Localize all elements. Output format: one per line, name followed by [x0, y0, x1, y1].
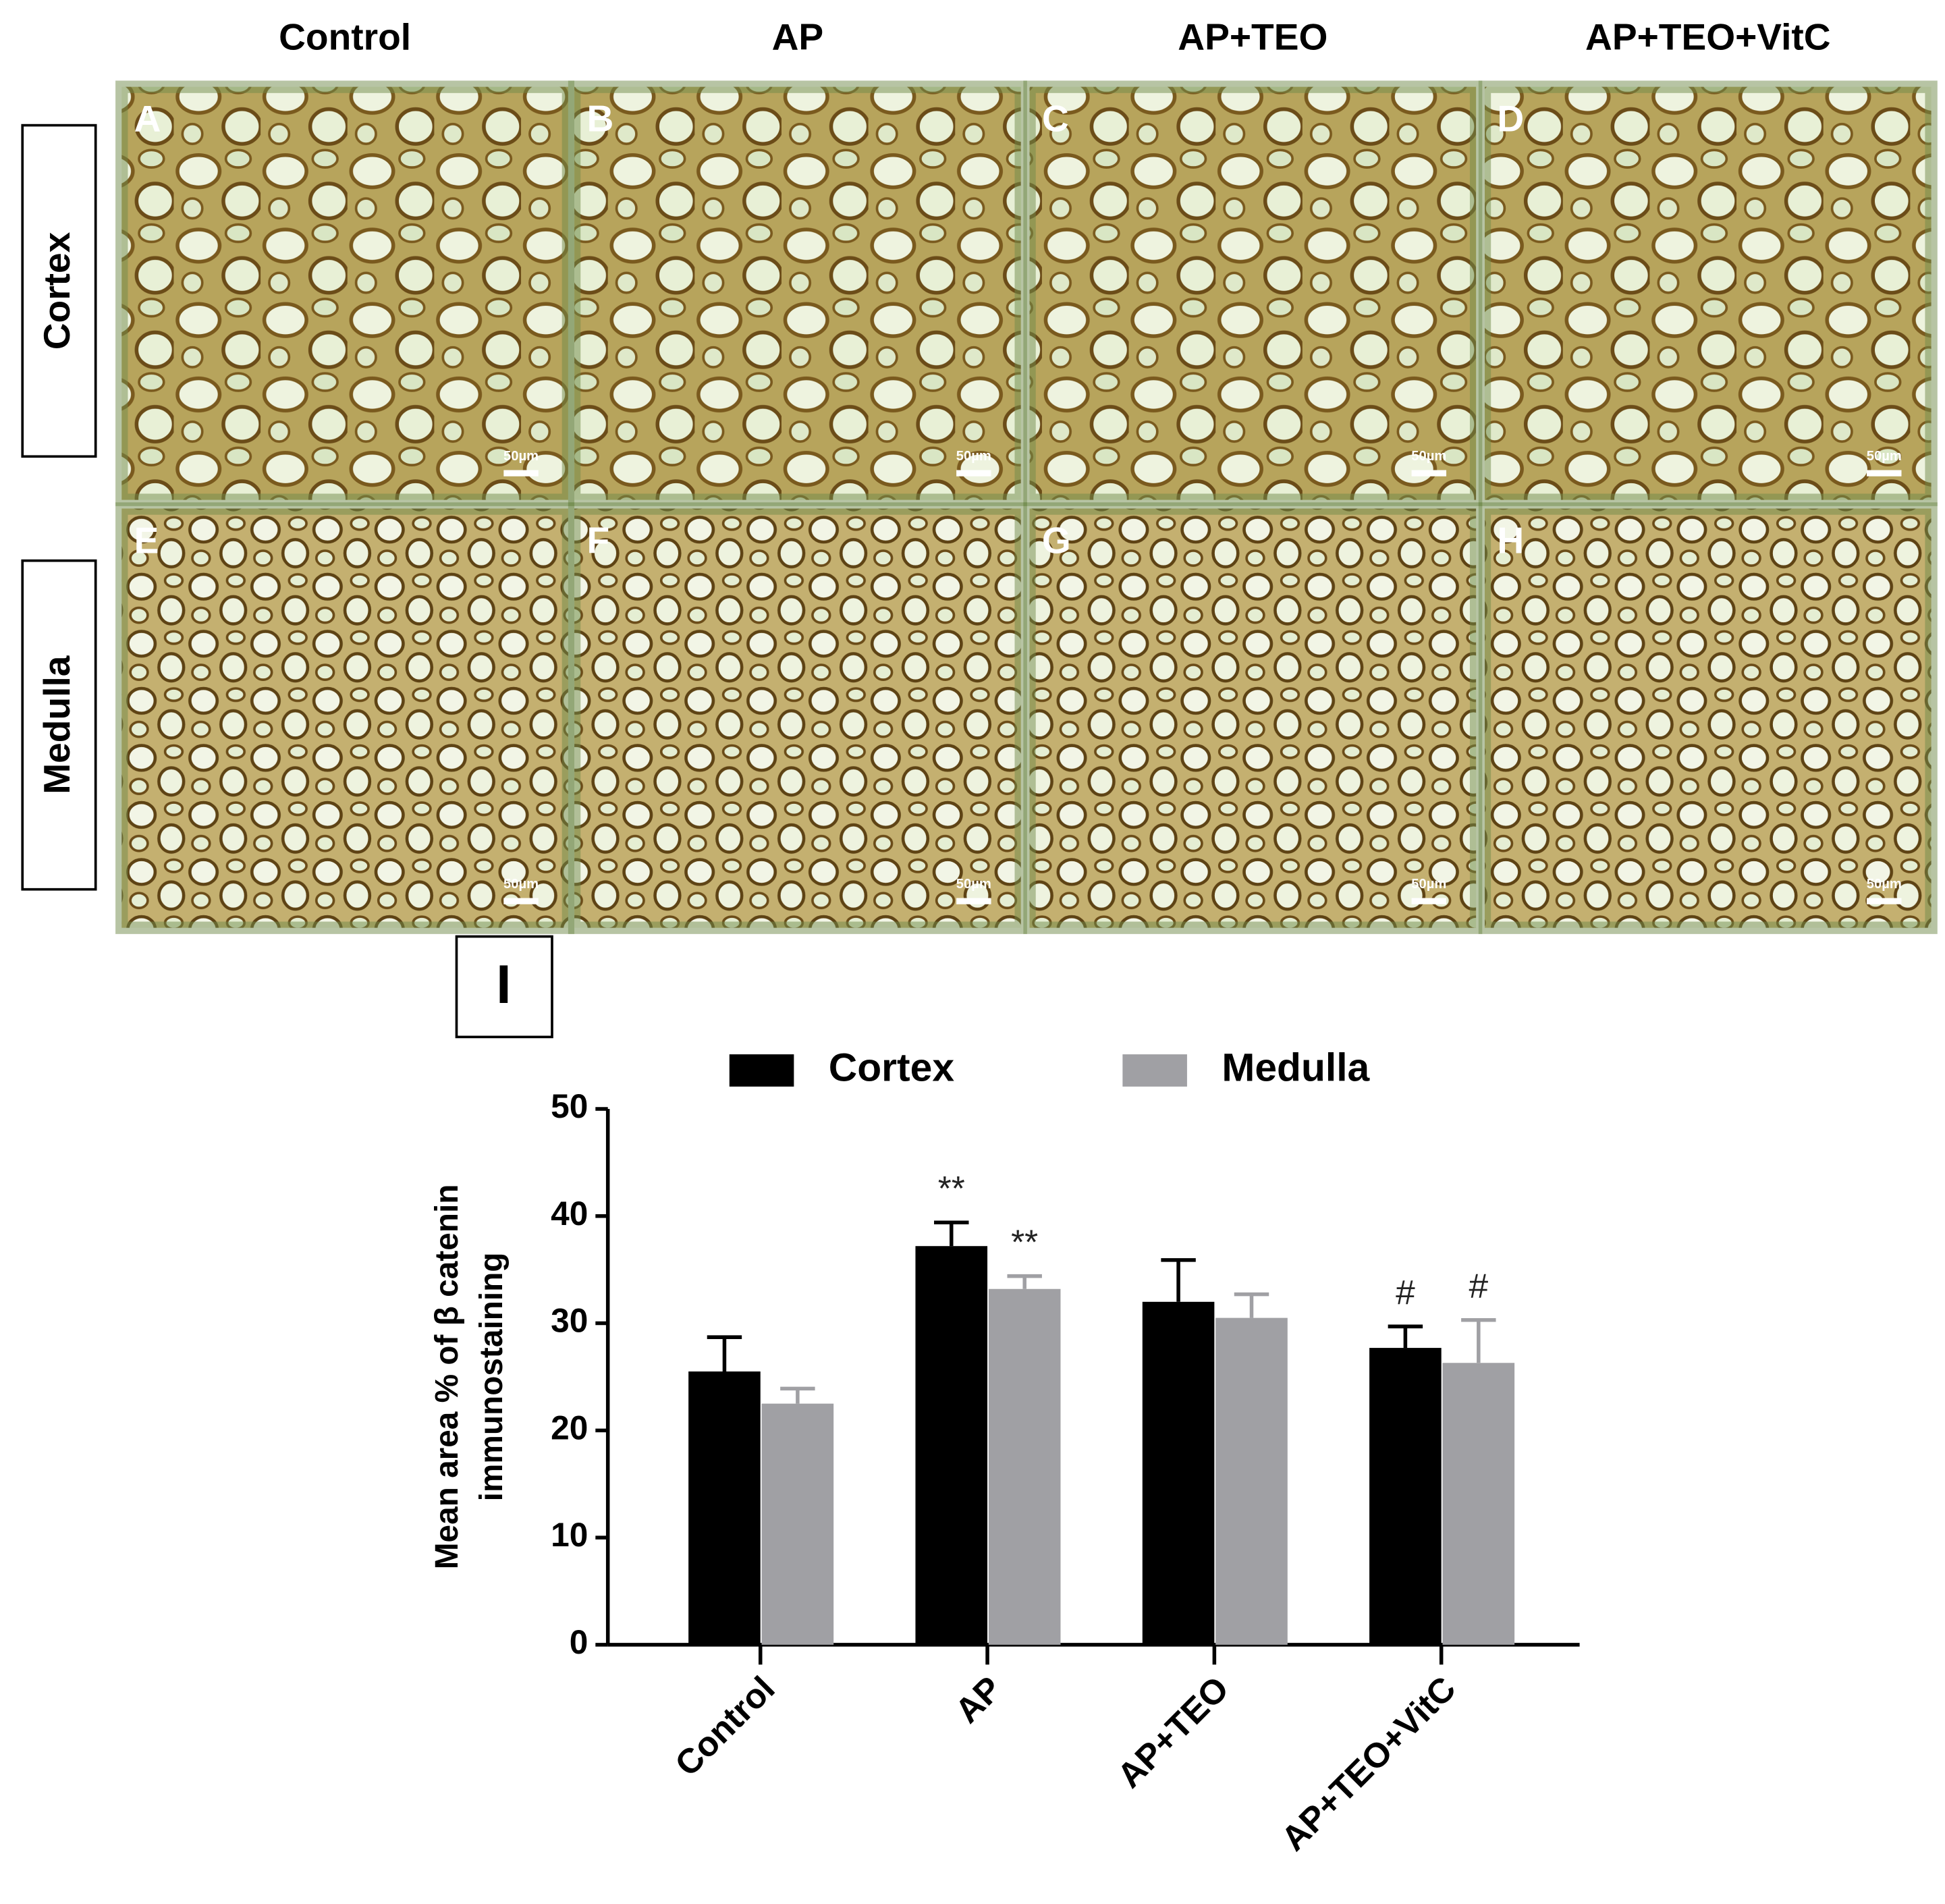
- scale-bar: [503, 470, 539, 477]
- scale-label: 50µm: [1867, 877, 1902, 892]
- x-tick-label: AP: [948, 1668, 1010, 1731]
- panel-letter-box: [455, 935, 553, 1039]
- bar: [915, 1246, 988, 1645]
- micrograph-grid: Control AP AP+TEO AP+TEO+VitC Cortex Medulla A…: [21, 16, 1938, 1039]
- micrograph: [1029, 86, 1477, 500]
- significance-label: **: [938, 1168, 965, 1207]
- bar: [1442, 1363, 1515, 1645]
- significance-label: #: [1396, 1272, 1415, 1311]
- micrograph: [574, 86, 1021, 500]
- panel-letter: C: [1042, 98, 1069, 140]
- row-label-box: [21, 559, 97, 891]
- bar: [1142, 1301, 1215, 1645]
- bar-chart: 0 10 20 30 40 50 Mean area % of β catenin immun…: [429, 1046, 1580, 1858]
- scale-bar: [503, 898, 539, 904]
- micrograph: [1029, 508, 1477, 928]
- scale-label: 50µm: [1867, 449, 1902, 464]
- row-label-box: [21, 124, 97, 458]
- micrograph-vignette: [1023, 502, 1483, 934]
- legend-label: Medulla: [1222, 1046, 1370, 1090]
- scale-bar: [1867, 470, 1902, 477]
- panel-letter: I: [496, 954, 511, 1015]
- micrograph: [1485, 508, 1932, 928]
- micrograph-vignette: [1478, 502, 1938, 934]
- panel-letter: B: [586, 98, 613, 140]
- scale-label: 50µm: [1411, 877, 1446, 892]
- y-tick-label: 50: [551, 1087, 588, 1125]
- bar: [988, 1288, 1061, 1645]
- micrograph: [1485, 86, 1932, 500]
- legend-label: Cortex: [829, 1046, 955, 1090]
- bar: [761, 1403, 834, 1645]
- scale-label: 50µm: [503, 449, 539, 464]
- micrograph-vignette: [1478, 80, 1938, 506]
- x-tick-label: Control: [667, 1668, 782, 1783]
- scale-label: 50µm: [503, 877, 539, 892]
- column-header: AP+TEO+VitC: [1585, 16, 1831, 57]
- bar: [688, 1371, 761, 1645]
- x-tick-label: AP+TEO+VitC: [1273, 1668, 1463, 1858]
- x-tick-label: AP+TEO: [1110, 1668, 1236, 1795]
- legend-swatch: [729, 1054, 794, 1087]
- scale-bar: [1867, 898, 1902, 904]
- scale-bar: [1411, 470, 1447, 477]
- row-label: Medulla: [36, 655, 78, 794]
- y-tick-label: 20: [551, 1409, 588, 1446]
- scale-bar: [956, 898, 991, 904]
- significance-label: #: [1469, 1266, 1489, 1305]
- micrograph: [574, 508, 1021, 928]
- column-header: Control: [279, 16, 411, 57]
- y-tick-label: 10: [551, 1516, 588, 1554]
- panel-letter: D: [1497, 98, 1524, 140]
- panel-letter: E: [134, 520, 159, 562]
- column-header: AP+TEO: [1178, 16, 1327, 57]
- y-tick-label: 0: [570, 1623, 588, 1661]
- bar: [1369, 1348, 1442, 1645]
- micrograph: [121, 86, 568, 500]
- y-axis-label: immunostaining: [474, 1253, 510, 1502]
- panel-letter: H: [1497, 520, 1524, 562]
- row-label: Cortex: [36, 232, 78, 350]
- micrograph: [121, 508, 568, 928]
- scale-label: 50µm: [1411, 449, 1446, 464]
- scale-label: 50µm: [956, 449, 991, 464]
- panel-letter: A: [134, 98, 161, 140]
- y-axis-label: Mean area % of β catenin: [429, 1185, 465, 1570]
- panel-letter: F: [586, 520, 609, 562]
- scale-label: 50µm: [956, 877, 991, 892]
- micrograph-vignette: [1023, 80, 1483, 506]
- panel-letter: G: [1042, 520, 1071, 562]
- micrograph-vignette: [568, 502, 1027, 934]
- scale-bar: [1411, 898, 1447, 904]
- scale-bar: [956, 470, 991, 477]
- bar: [1215, 1317, 1288, 1645]
- significance-label: **: [1011, 1222, 1038, 1261]
- micrograph-vignette: [568, 80, 1027, 506]
- column-header: AP: [772, 16, 824, 57]
- y-tick-label: 40: [551, 1195, 588, 1232]
- legend-swatch: [1122, 1054, 1187, 1087]
- y-tick-label: 30: [551, 1302, 588, 1340]
